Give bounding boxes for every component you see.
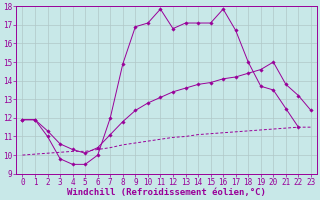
X-axis label: Windchill (Refroidissement éolien,°C): Windchill (Refroidissement éolien,°C) <box>67 188 266 197</box>
